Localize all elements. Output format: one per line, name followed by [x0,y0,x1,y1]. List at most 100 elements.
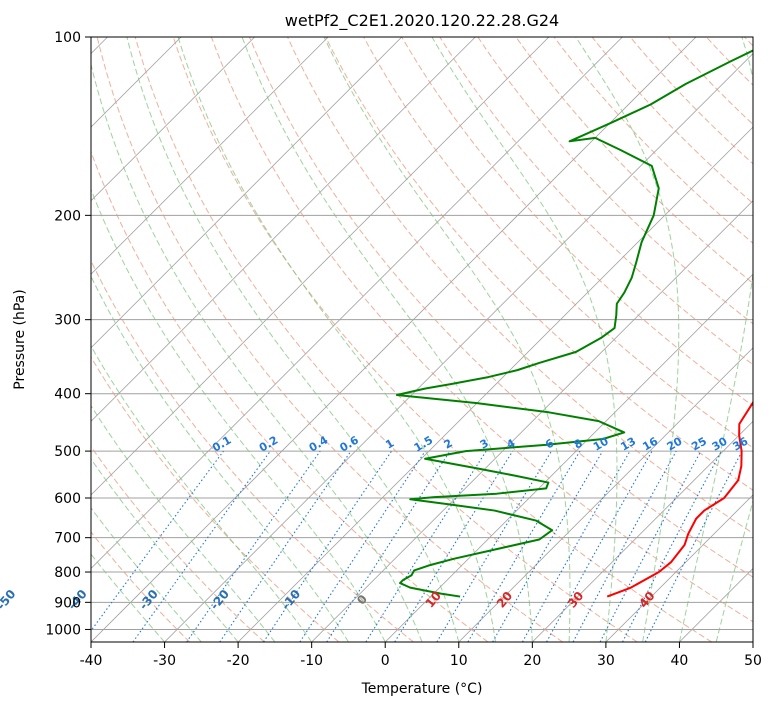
mixing-ratio-line [263,450,392,642]
isotherm-line [91,37,697,642]
isotherm-line [605,494,753,642]
x-tick-label: 40 [671,653,689,669]
dewpoint-profile-line [395,49,753,598]
moist-adiabat-line [91,188,386,642]
moist-adiabat-line [91,62,423,642]
x-tick-label: -20 [227,653,250,669]
dry-adiabat-line [91,531,191,642]
moist-adiabat-line [91,404,276,642]
dry-adiabat-line [248,37,753,578]
line-labels: 0.10.20.40.611.52346810131620253036-100-… [0,433,751,613]
dry-adiabat-line [287,37,753,534]
dry-adiabat-line [667,37,753,126]
dry-adiabat-label: -50 [0,587,19,613]
mixing-ratio-line [467,450,581,642]
x-tick-label: 30 [597,653,615,669]
dry-adiabat-line [515,37,753,284]
y-tick-label: 300 [54,313,81,329]
axes: -40 -30 -20 -10 0 10 20 30 40 50 100 200 300 400 500 60… [45,30,762,669]
y-tick-label: 700 [54,531,81,547]
moist-adiabat-line [241,37,533,642]
mixing-ratio-label: 4 [504,436,517,451]
isotherm-line [458,347,753,642]
x-tick-label: -30 [153,653,176,669]
moist-adiabat-line [126,37,460,642]
moist-adiabat-line [91,553,165,642]
dry-adiabat-label: 40 [636,589,657,611]
mixing-ratio-line [326,450,451,642]
isotherm-line [164,52,753,642]
isotherm-line [752,641,753,642]
dry-adiabat-line [96,37,563,642]
dry-adiabat-line [134,37,638,642]
dry-adiabat-line [91,445,265,642]
isotherm-line [384,273,753,642]
mixing-ratio-line [219,450,352,642]
dry-adiabat-line [439,37,753,366]
dry-adiabat-label: -10 [279,587,304,613]
moist-adiabat-line [91,458,239,642]
y-tick-label: 900 [54,595,81,611]
isotherm-line [91,37,623,570]
mixing-ratio-line [546,450,653,642]
y-tick-label: 600 [54,491,81,507]
moist-adiabat-line [91,507,202,642]
mixing-ratio-line [521,450,631,642]
dry-adiabat-line [210,37,753,623]
dry-adiabat-label: 10 [423,589,444,611]
x-tick-label: 20 [523,653,541,669]
dry-adiabat-line [91,259,414,642]
x-tick-label: 10 [450,653,468,669]
mixing-ratio-line [186,450,321,642]
moist-adiabat-line [177,37,497,642]
temperature-profile-line [606,400,753,598]
dry-adiabat-line [401,37,753,407]
x-tick-label: -40 [80,653,103,669]
profile-lines [395,49,753,598]
isotherm-line [91,37,403,349]
mixing-ratio-line [644,450,743,642]
x-tick-label: 0 [381,653,390,669]
plot-frame [90,36,754,643]
isotherm-line [237,126,753,642]
y-tick-label: 100 [54,30,81,46]
mixing-ratio-label: 2 [442,437,455,452]
dry-adiabat-line [705,37,753,86]
mixing-ratio-line [572,450,677,642]
moist-adiabat-line [715,499,753,642]
dry-adiabat-line [91,356,340,642]
isotherm-line [532,420,753,642]
y-axis-label: Pressure (hPa) [12,289,28,389]
moist-adiabat-line [678,37,753,642]
y-tick-label: 1000 [45,622,81,638]
y-tick-label: 500 [54,444,81,460]
mixing-ratio-line [132,450,271,642]
dry-adiabat-line [591,37,753,205]
mixing-ratio-line [91,450,224,632]
moist-adiabat-line [575,37,680,642]
x-tick-label: 50 [744,653,762,669]
moist-adiabat-line [323,37,571,642]
dry-adiabat-label: 20 [494,589,515,611]
isotherm-line [91,37,550,496]
chart-title: wetPf2_C2E1.2020.120.22.28.G24 [285,11,559,31]
moist-adiabat-line [91,275,349,642]
dry-adiabat-line [553,37,753,244]
moist-adiabat-line [91,345,313,642]
mixing-ratio-line [299,450,426,642]
dry-adiabat-line [744,37,753,47]
x-tick-label: -10 [300,653,323,669]
y-tick-label: 800 [54,565,81,581]
isotherm-line [91,37,329,275]
moist-adiabat-line [431,37,618,642]
isotherm-line [91,37,476,422]
background-lines [91,37,753,642]
x-axis-label: Temperature (°C) [361,681,483,697]
isotherm-line [91,37,255,202]
y-tick-label: 400 [54,387,81,403]
y-tick-label: 200 [54,208,81,224]
dry-adiabat-line [91,150,489,642]
dry-adiabat-label: 30 [565,589,586,611]
isotherm-line [679,567,753,642]
